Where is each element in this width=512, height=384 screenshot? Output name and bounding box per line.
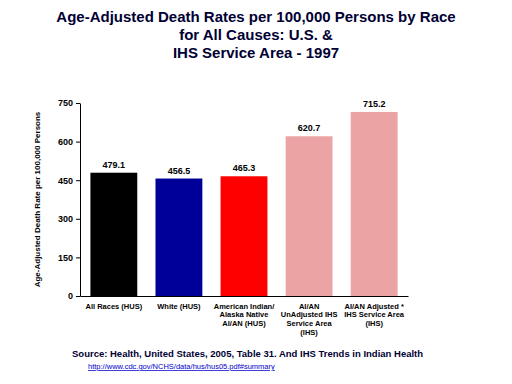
x-tick-label: American Indian/Alaska NativeAI/AN (HUS) [214,302,275,328]
y-tick-label: 300 [58,214,73,224]
bar [351,112,398,296]
y-tick-mark [76,219,80,220]
data-label: 456.5 [168,166,191,176]
background [0,0,512,384]
data-label: 715.2 [363,99,386,109]
x-tick-label: White (HUS) [157,302,201,311]
y-tick-mark [76,257,80,258]
y-tick-mark [76,103,80,104]
y-tick-label: 0 [68,291,73,301]
x-tick: All Races (HUS) [85,296,142,311]
x-tick: American Indian/Alaska NativeAI/AN (HUS) [214,296,275,328]
y-axis-title: Age-Adjusted Death Rate per 100,000 Pers… [33,111,42,287]
data-label: 479.1 [103,160,126,170]
y-tick-label: 750 [58,98,73,108]
y-tick-label: 450 [58,176,73,186]
y-tick: 750 [58,98,80,108]
bars [90,112,397,296]
y-tick: 0 [68,291,80,301]
source-link: http://www.cdc.gov/NCHS/data/hus/hus05.p… [88,362,275,371]
data-label: 465.3 [233,163,256,173]
y-tick-mark [76,180,80,181]
x-axis-line [81,296,409,297]
y-tick: 150 [58,253,80,263]
y-tick-label: 600 [58,137,73,147]
y-tick-label: 150 [58,253,73,263]
y-tick-mark [76,142,80,143]
y-tick-mark [76,296,80,297]
chart: Age-Adjusted Death Rates per 100,000 Per… [0,0,512,384]
x-tick: AI/ANUnAdjusted IHSService Area(IHS) [281,296,338,337]
data-labels: 479.1 456.5 465.3 620.7 715.2 [103,99,386,176]
bar [90,173,137,296]
x-tick: AI/AN Adjusted *IHS Service Area(IHS) [344,296,405,328]
x-tick: White (HUS) [157,296,201,311]
source-note: Source: Health, United States, 2005, Tab… [72,348,423,359]
bar [155,179,202,296]
y-axis: 0 150 300 450 600 750 [58,98,81,301]
y-tick: 300 [58,214,80,224]
x-tick-label: AI/ANUnAdjusted IHSService Area(IHS) [281,302,338,337]
x-axis: All Races (HUS) White (HUS) American India… [81,296,409,337]
title: Age-Adjusted Death Rates per 100,000 Per… [56,8,455,61]
data-label: 620.7 [298,123,321,133]
bar [286,136,333,296]
bar [221,176,268,296]
x-tick-label: AI/AN Adjusted *IHS Service Area(IHS) [344,302,405,328]
y-tick: 450 [58,176,80,186]
y-axis-line [80,104,81,297]
y-tick: 600 [58,137,80,147]
x-tick-label: All Races (HUS) [85,302,142,311]
